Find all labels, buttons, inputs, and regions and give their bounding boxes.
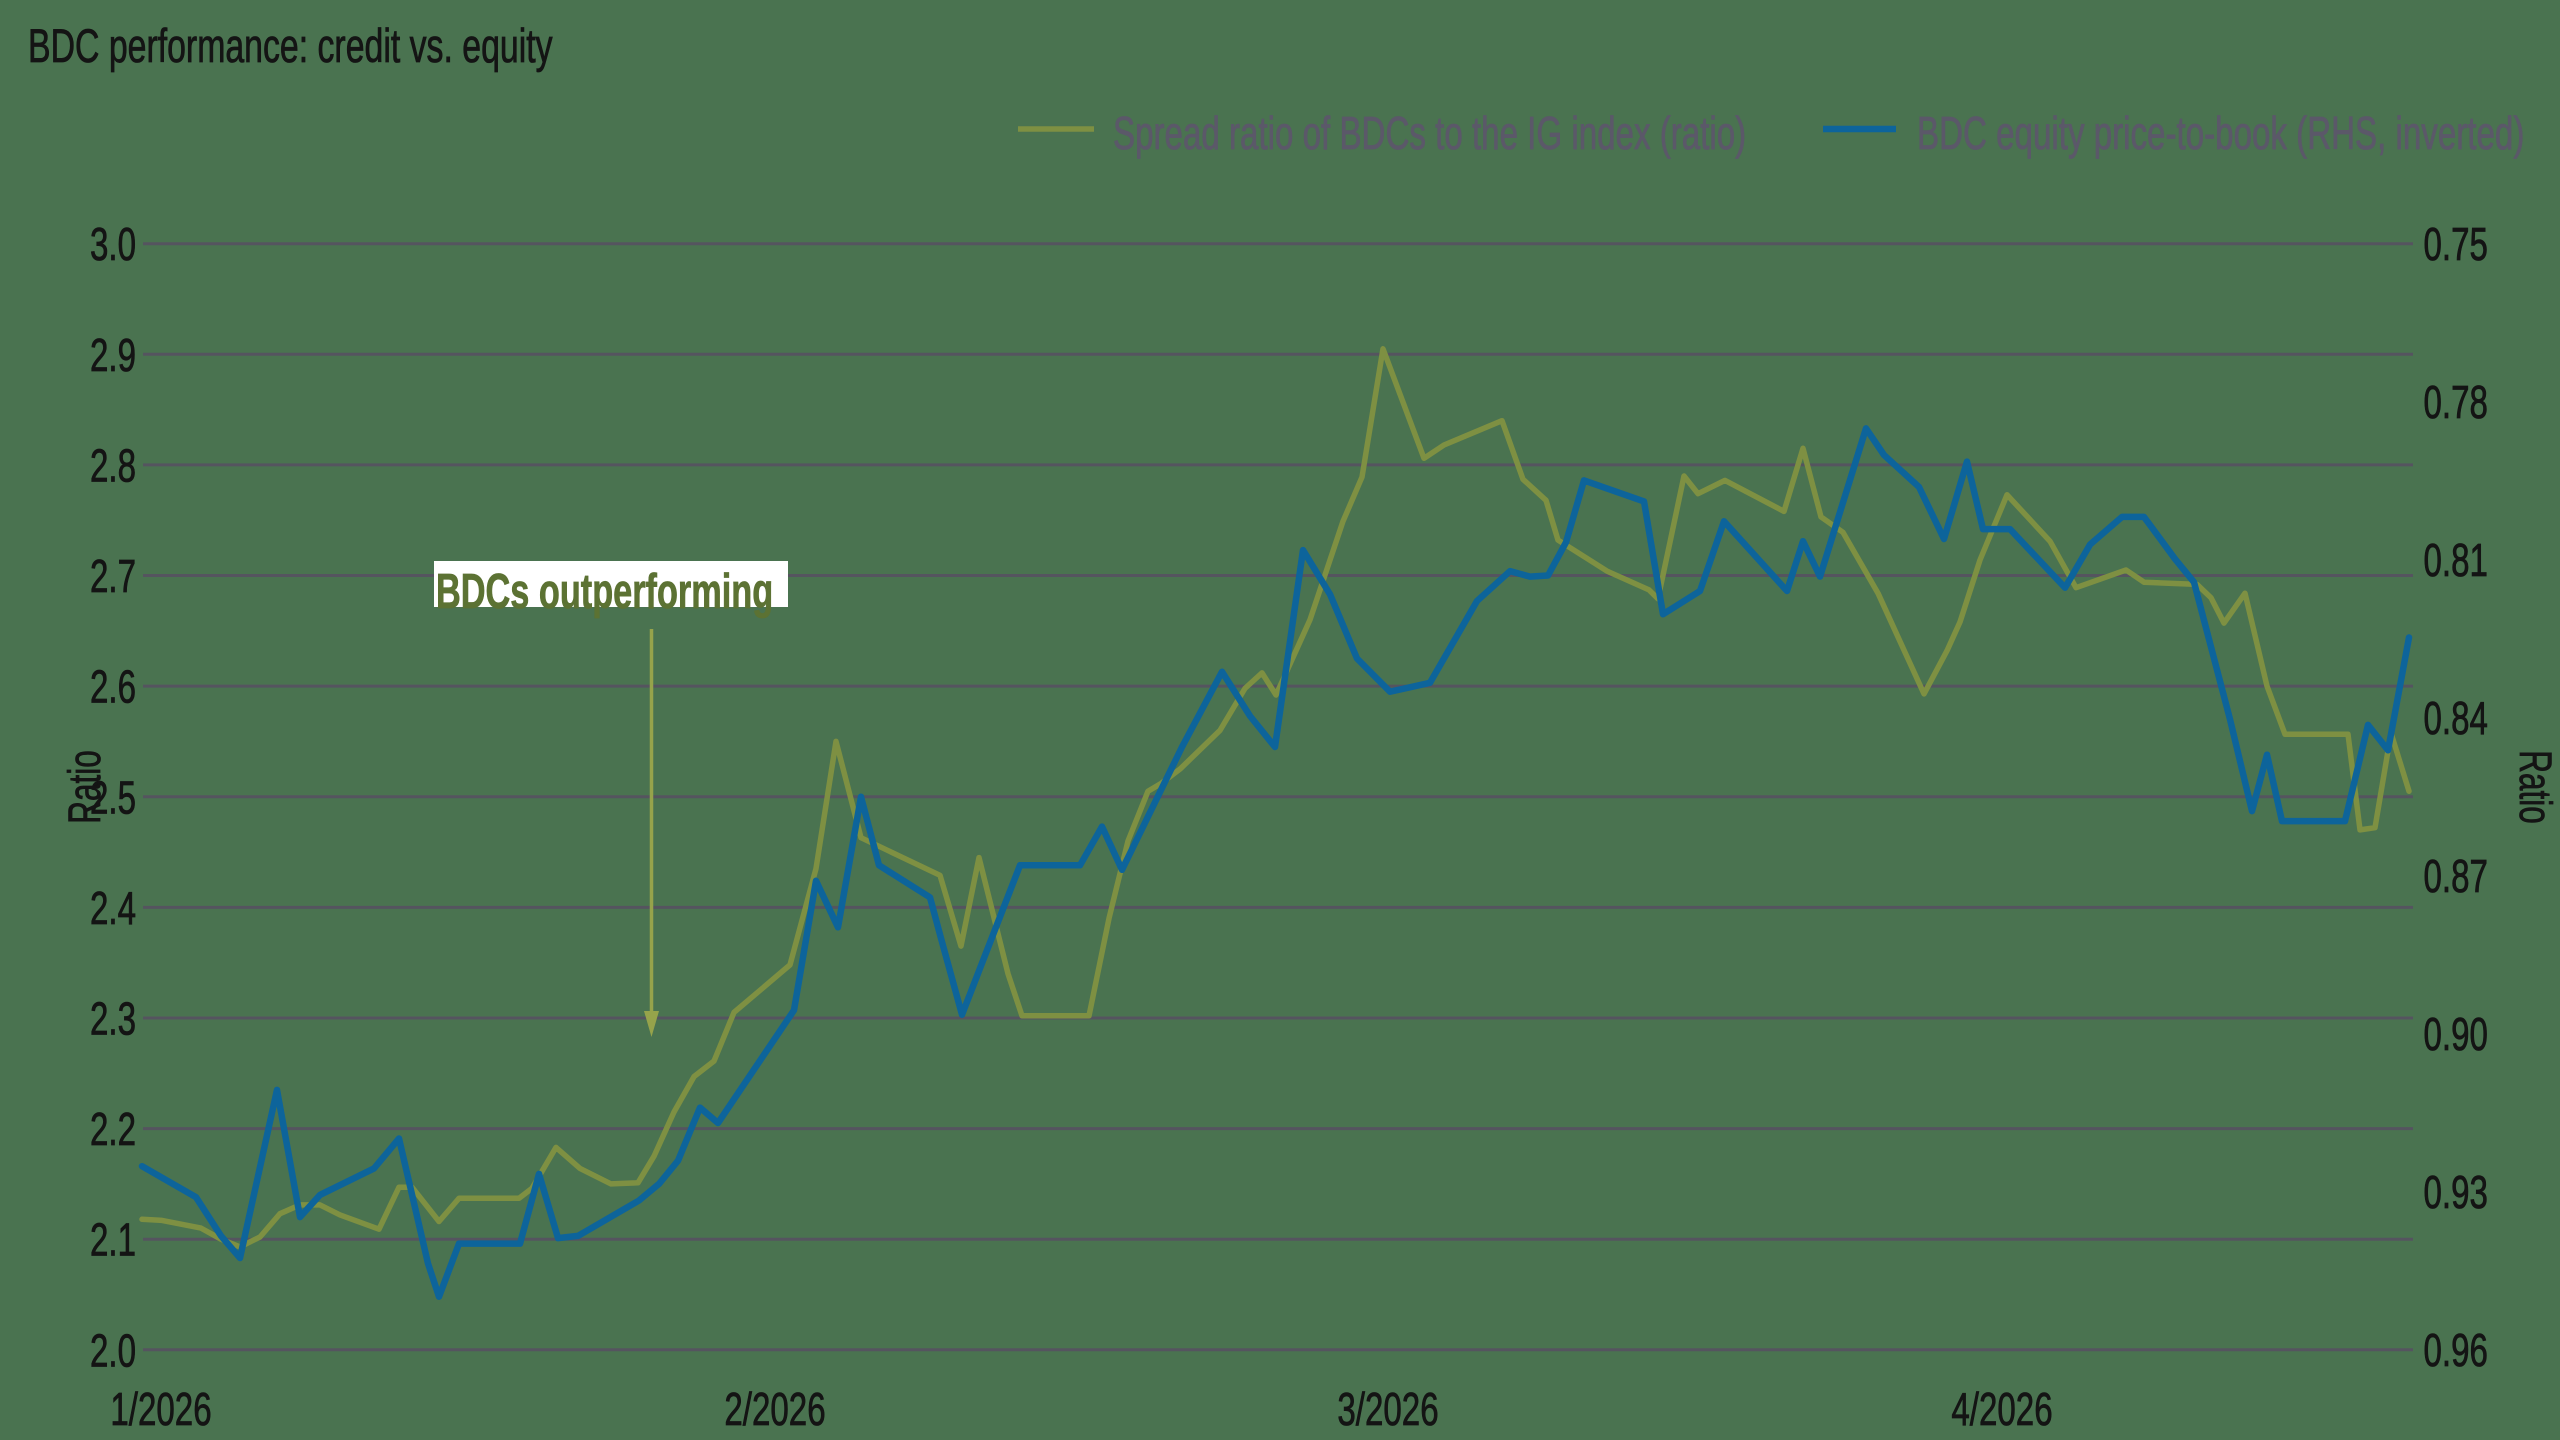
svg-text:3.0: 3.0: [90, 220, 136, 270]
svg-text:1/2026: 1/2026: [110, 1385, 211, 1435]
svg-text:2.7: 2.7: [90, 552, 136, 602]
svg-text:2.0: 2.0: [90, 1326, 136, 1376]
svg-text:0.87: 0.87: [2424, 852, 2488, 902]
svg-text:0.84: 0.84: [2424, 694, 2488, 744]
svg-text:2.9: 2.9: [90, 331, 136, 381]
svg-text:BDC performance: credit vs. eq: BDC performance: credit vs. equity: [28, 20, 553, 73]
svg-text:Spread ratio of BDCs to the IG: Spread ratio of BDCs to the IG index (ra…: [1113, 109, 1746, 159]
svg-text:0.78: 0.78: [2424, 378, 2488, 428]
svg-text:2.4: 2.4: [90, 884, 136, 934]
svg-text:2.1: 2.1: [90, 1216, 136, 1266]
svg-text:2.5: 2.5: [90, 773, 136, 823]
svg-text:0.75: 0.75: [2424, 220, 2488, 270]
svg-text:BDCs outperforming: BDCs outperforming: [436, 564, 773, 618]
svg-text:0.96: 0.96: [2424, 1326, 2488, 1376]
svg-text:Ratio: Ratio: [2510, 750, 2560, 824]
svg-text:2/2026: 2/2026: [724, 1385, 825, 1435]
svg-text:0.90: 0.90: [2424, 1010, 2488, 1060]
svg-text:BDC equity price-to-book (RHS,: BDC equity price-to-book (RHS, inverted): [1917, 109, 2524, 159]
svg-text:3/2026: 3/2026: [1337, 1385, 1438, 1435]
svg-text:4/2026: 4/2026: [1951, 1385, 2052, 1435]
svg-text:2.8: 2.8: [90, 441, 136, 491]
svg-text:2.3: 2.3: [90, 994, 136, 1044]
svg-text:0.93: 0.93: [2424, 1168, 2488, 1218]
svg-text:2.6: 2.6: [90, 662, 136, 712]
svg-text:Ratio: Ratio: [61, 750, 111, 824]
svg-text:0.81: 0.81: [2424, 536, 2488, 586]
svg-text:2.2: 2.2: [90, 1105, 136, 1155]
